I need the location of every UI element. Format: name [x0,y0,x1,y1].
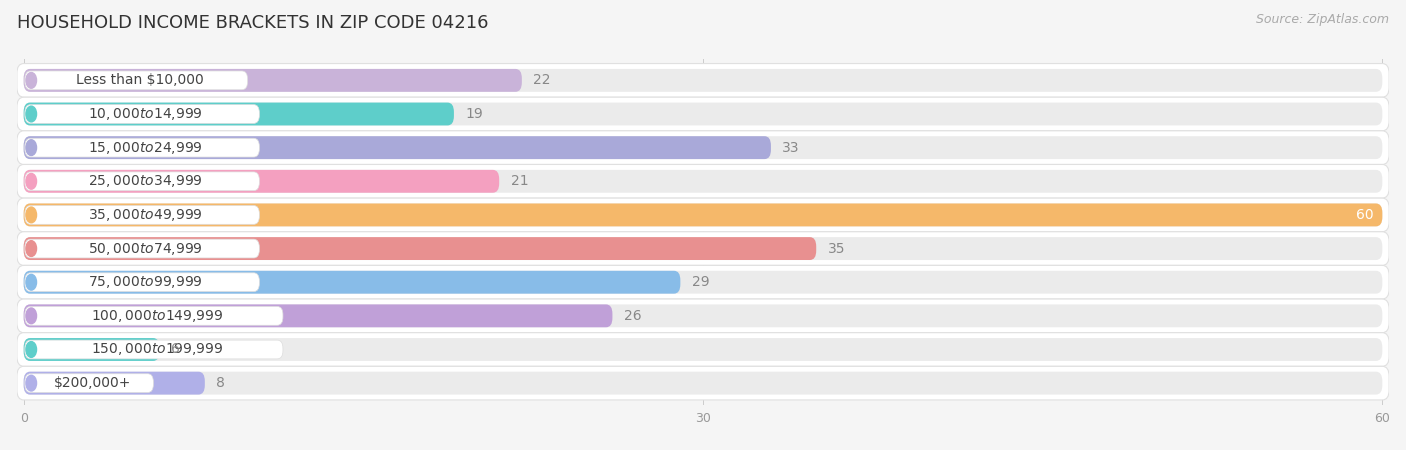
FancyBboxPatch shape [17,266,1389,299]
FancyBboxPatch shape [25,340,283,359]
Text: 60: 60 [1355,208,1374,222]
Circle shape [25,207,37,223]
FancyBboxPatch shape [24,372,205,395]
FancyBboxPatch shape [17,232,1389,266]
FancyBboxPatch shape [24,271,1382,294]
FancyBboxPatch shape [24,170,499,193]
FancyBboxPatch shape [24,203,1382,226]
Circle shape [25,342,37,357]
Circle shape [25,72,37,88]
FancyBboxPatch shape [17,299,1389,333]
FancyBboxPatch shape [17,366,1389,400]
Circle shape [25,274,37,290]
FancyBboxPatch shape [25,306,283,325]
Text: $50,000 to $74,999: $50,000 to $74,999 [89,241,202,256]
FancyBboxPatch shape [24,372,1382,395]
Text: $35,000 to $49,999: $35,000 to $49,999 [89,207,202,223]
FancyBboxPatch shape [25,138,259,157]
FancyBboxPatch shape [24,136,1382,159]
Text: 29: 29 [692,275,709,289]
FancyBboxPatch shape [17,333,1389,366]
FancyBboxPatch shape [25,71,247,90]
FancyBboxPatch shape [25,374,153,392]
FancyBboxPatch shape [24,103,1382,126]
Text: $25,000 to $34,999: $25,000 to $34,999 [89,173,202,189]
FancyBboxPatch shape [17,164,1389,198]
Text: 6: 6 [172,342,180,356]
Text: 26: 26 [624,309,641,323]
Text: $200,000+: $200,000+ [53,376,131,390]
Text: 33: 33 [782,141,800,155]
FancyBboxPatch shape [24,271,681,294]
FancyBboxPatch shape [25,239,259,258]
Circle shape [25,241,37,256]
Circle shape [25,375,37,391]
FancyBboxPatch shape [17,97,1389,131]
FancyBboxPatch shape [24,304,613,327]
Text: 35: 35 [828,242,845,256]
Text: Source: ZipAtlas.com: Source: ZipAtlas.com [1256,14,1389,27]
FancyBboxPatch shape [24,237,1382,260]
Text: $15,000 to $24,999: $15,000 to $24,999 [89,140,202,156]
FancyBboxPatch shape [24,136,770,159]
FancyBboxPatch shape [24,69,522,92]
FancyBboxPatch shape [24,170,1382,193]
FancyBboxPatch shape [25,105,259,123]
Circle shape [25,106,37,122]
FancyBboxPatch shape [25,273,259,292]
Text: $75,000 to $99,999: $75,000 to $99,999 [89,274,202,290]
Text: 22: 22 [533,73,551,87]
FancyBboxPatch shape [17,198,1389,232]
FancyBboxPatch shape [17,63,1389,97]
FancyBboxPatch shape [24,304,1382,327]
Text: HOUSEHOLD INCOME BRACKETS IN ZIP CODE 04216: HOUSEHOLD INCOME BRACKETS IN ZIP CODE 04… [17,14,488,32]
Text: $100,000 to $149,999: $100,000 to $149,999 [91,308,224,324]
FancyBboxPatch shape [24,237,817,260]
FancyBboxPatch shape [24,103,454,126]
Circle shape [25,140,37,156]
Text: 19: 19 [465,107,484,121]
FancyBboxPatch shape [24,338,1382,361]
Text: 8: 8 [217,376,225,390]
FancyBboxPatch shape [24,203,1382,226]
FancyBboxPatch shape [25,206,259,224]
Text: Less than $10,000: Less than $10,000 [76,73,204,87]
Circle shape [25,308,37,324]
Text: 21: 21 [510,174,529,188]
Circle shape [25,173,37,189]
FancyBboxPatch shape [24,338,159,361]
FancyBboxPatch shape [17,131,1389,164]
FancyBboxPatch shape [24,69,1382,92]
Text: $150,000 to $199,999: $150,000 to $199,999 [91,342,224,357]
FancyBboxPatch shape [25,172,259,191]
Text: $10,000 to $14,999: $10,000 to $14,999 [89,106,202,122]
